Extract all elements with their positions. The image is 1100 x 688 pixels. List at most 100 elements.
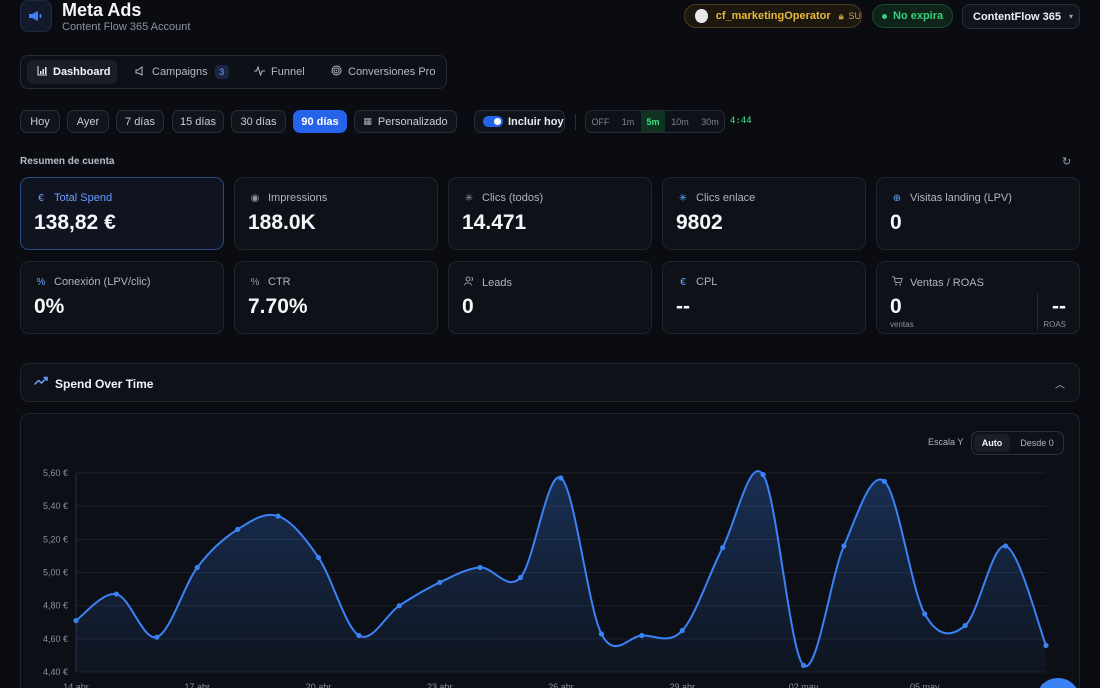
y-scale-selector: Auto Desde 0 [971, 431, 1064, 455]
y-tick-label: 5,20 € [43, 534, 68, 544]
filter-7-days-button[interactable]: 7 días [116, 110, 164, 133]
tab-campaigns[interactable]: Campaigns 3 [125, 60, 230, 84]
megaphone-logo-icon [20, 0, 52, 32]
lock-icon: 🔒︎ [838, 10, 844, 21]
cart-icon [891, 276, 903, 289]
x-tick-label: 05 may [910, 682, 940, 688]
expiry-label: No expira [893, 10, 944, 22]
data-point [841, 543, 847, 549]
section-title: Resumen de cuenta [20, 156, 115, 167]
app-title: Meta Ads [62, 0, 142, 20]
target-icon [331, 65, 342, 79]
refresh-30m-option[interactable]: 30m [701, 116, 719, 127]
refresh-icon[interactable]: ↻ [1062, 156, 1072, 168]
account-select[interactable]: ContentFlow 365 ▾ [962, 4, 1080, 29]
data-point [679, 627, 685, 634]
metric-card-connection-rate: % Conexión (LPV/clic) 0% [20, 261, 224, 334]
filter-hoy-button[interactable]: Hoy [20, 110, 60, 133]
roas-label: ROAS [1043, 320, 1066, 329]
metric-sub-label: ventas [890, 320, 914, 329]
activity-icon [254, 64, 265, 79]
metric-card-sales-roas: Ventas / ROAS 0 ventas -- ROAS [876, 261, 1080, 334]
metric-value: 14.471 [462, 211, 527, 234]
tab-dashboard[interactable]: Dashboard [27, 60, 117, 84]
megaphone-icon [135, 65, 146, 79]
status-dot-icon [882, 13, 887, 19]
refresh-1m-option[interactable]: 1m [621, 116, 635, 127]
filter-90-days-button[interactable]: 90 días [293, 110, 347, 133]
y-tick-label: 4,60 € [43, 634, 68, 644]
metric-value: 0% [34, 295, 65, 318]
data-point [315, 554, 322, 561]
data-point [720, 545, 726, 551]
euro-icon: € [680, 276, 686, 288]
data-point [962, 622, 968, 629]
click-icon: ✳ [464, 192, 474, 204]
calendar-icon: ▦ [363, 116, 372, 126]
user-badge[interactable]: cf_marketingOperator 🔒︎ SU [684, 4, 862, 28]
filter-custom-button[interactable]: ▦ Personalizado [354, 110, 457, 133]
metric-card-link-clicks: ✳ Clics enlace 9802 [662, 177, 866, 250]
data-point [356, 632, 362, 639]
metric-label: Ventas / ROAS [910, 276, 984, 289]
percent-icon: % [250, 276, 260, 288]
spend-over-time-header[interactable]: Spend Over Time ︿ [20, 363, 1080, 402]
avatar [695, 9, 708, 23]
metric-value: 0 [890, 295, 902, 318]
divider [1037, 294, 1038, 330]
metric-card-clicks-all: ✳ Clics (todos) 14.471 [448, 177, 652, 250]
metric-label: Clics (todos) [482, 192, 544, 204]
data-point [598, 631, 605, 637]
data-point [73, 617, 79, 624]
filter-15-days-button[interactable]: 15 días [172, 110, 224, 133]
app-subtitle: Content Flow 365 Account [62, 21, 191, 33]
toggle-switch-icon [483, 116, 503, 127]
scale-auto-option[interactable]: Auto [974, 434, 1010, 452]
data-point [800, 662, 807, 668]
series-area [76, 471, 1046, 672]
user-role: SU [848, 11, 861, 21]
metric-label: CTR [268, 276, 291, 288]
data-point [437, 579, 443, 586]
spend-chart: 4,40 € 4,60 € 4,80 € 5,00 € 5,20 € 5,40 € 5,60… [43, 468, 1051, 688]
data-point [922, 611, 928, 617]
data-point [760, 472, 766, 478]
data-point [477, 564, 483, 571]
chevron-up-icon[interactable]: ︿ [1055, 380, 1065, 391]
y-tick-label: 5,00 € [43, 568, 68, 578]
metric-label: Leads [482, 276, 512, 289]
refresh-off-option[interactable]: OFF [591, 116, 610, 127]
refresh-10m-option[interactable]: 10m [671, 116, 689, 127]
metric-value: 0 [890, 211, 902, 234]
globe-icon: ⊕ [892, 192, 902, 204]
x-tick-label: 14 abr [63, 682, 89, 688]
data-point [113, 591, 120, 597]
tab-conversiones-pro[interactable]: Conversiones Pro [321, 60, 439, 84]
filter-30-days-button[interactable]: 30 días [231, 110, 286, 133]
include-today-toggle[interactable]: Incluir hoy [474, 110, 565, 133]
metric-label: Total Spend [54, 192, 113, 204]
metric-card-landing-visits: ⊕ Visitas landing (LPV) 0 [876, 177, 1080, 250]
y-tick-label: 4,40 € [43, 667, 68, 677]
metric-card-total-spend: € Total Spend 138,82 € [20, 177, 224, 250]
filter-ayer-button[interactable]: Ayer [67, 110, 109, 133]
x-tick-label: 02 may [789, 682, 819, 688]
data-point [1002, 543, 1009, 549]
metric-card-impressions: ◉ Impressions 188.0K [234, 177, 438, 250]
divider [575, 114, 576, 130]
x-tick-label: 29 abr [669, 682, 695, 688]
data-point [639, 632, 645, 639]
metric-label: Impressions [268, 192, 328, 204]
metric-value: 9802 [676, 211, 723, 234]
metric-value: -- [676, 295, 690, 318]
metric-card-cpl: € CPL -- [662, 261, 866, 334]
metric-card-leads: Leads 0 [448, 261, 652, 334]
scale-label: Escala Y [928, 437, 964, 447]
data-point [558, 475, 564, 481]
scale-from-zero-option[interactable]: Desde 0 [1020, 438, 1054, 448]
data-point [881, 478, 887, 484]
account-name: ContentFlow 365 [973, 10, 1062, 23]
refresh-5m-option[interactable]: 5m [641, 111, 665, 132]
floating-action-button[interactable] [1036, 678, 1080, 688]
tab-funnel[interactable]: Funnel [244, 60, 314, 84]
